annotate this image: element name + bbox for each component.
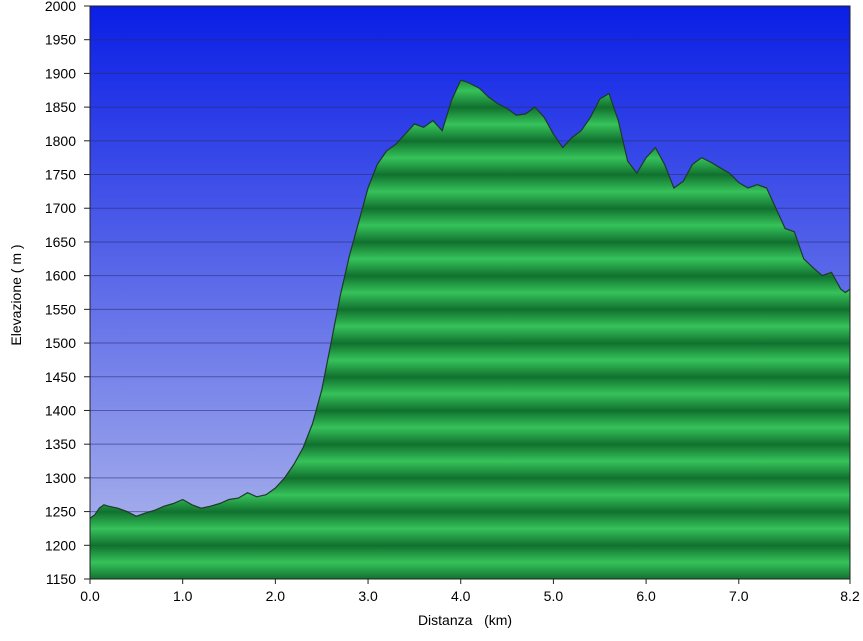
x-tick-label: 0.0 (80, 588, 100, 604)
x-axis-title: Distanza (km) (418, 612, 512, 628)
y-tick-label: 1600 (45, 268, 76, 284)
plot-frame (89, 5, 851, 580)
x-tick-label: 3.0 (358, 588, 378, 604)
area-band (90, 545, 850, 579)
x-tick-label: 4.0 (451, 588, 471, 604)
x-tick-label: 8.2 (840, 588, 860, 604)
y-axis-title: Elevazione ( m ) (8, 244, 24, 345)
x-tick-label: 6.0 (636, 588, 656, 604)
y-tick-label: 1650 (45, 234, 76, 250)
x-tick-label: 7.0 (729, 588, 749, 604)
y-tick-label: 1350 (45, 436, 76, 452)
y-tick-label: 1550 (45, 301, 76, 317)
y-tick-label: 1850 (45, 99, 76, 115)
area-band (90, 511, 850, 546)
y-tick-label: 1500 (45, 335, 76, 351)
y-tick-label: 1900 (45, 65, 76, 81)
y-tick-label: 1200 (45, 537, 76, 553)
y-tick-label: 1700 (45, 200, 76, 216)
x-tick-label: 1.0 (173, 588, 193, 604)
y-tick-label: 1950 (45, 32, 76, 48)
y-tick-label: 2000 (45, 0, 76, 14)
y-tick-label: 1800 (45, 133, 76, 149)
y-tick-label: 1750 (45, 167, 76, 183)
y-tick-label: 1150 (46, 571, 76, 587)
y-axis-ticks: 1150 1200 1250 1300 1350 1400 1450 1500 1550 1600… (45, 0, 90, 587)
x-tick-label: 2.0 (266, 588, 286, 604)
elevation-line (89, 79, 851, 519)
y-tick-label: 1450 (45, 369, 76, 385)
y-tick-label: 1250 (45, 504, 76, 520)
x-tick-label: 5.0 (544, 588, 564, 604)
x-axis-ticks: 0.0 1.0 2.0 3.0 4.0 5.0 6.0 7.0 8.2 (80, 579, 860, 604)
y-tick-label: 1400 (45, 402, 76, 418)
y-tick-label: 1300 (45, 470, 76, 486)
